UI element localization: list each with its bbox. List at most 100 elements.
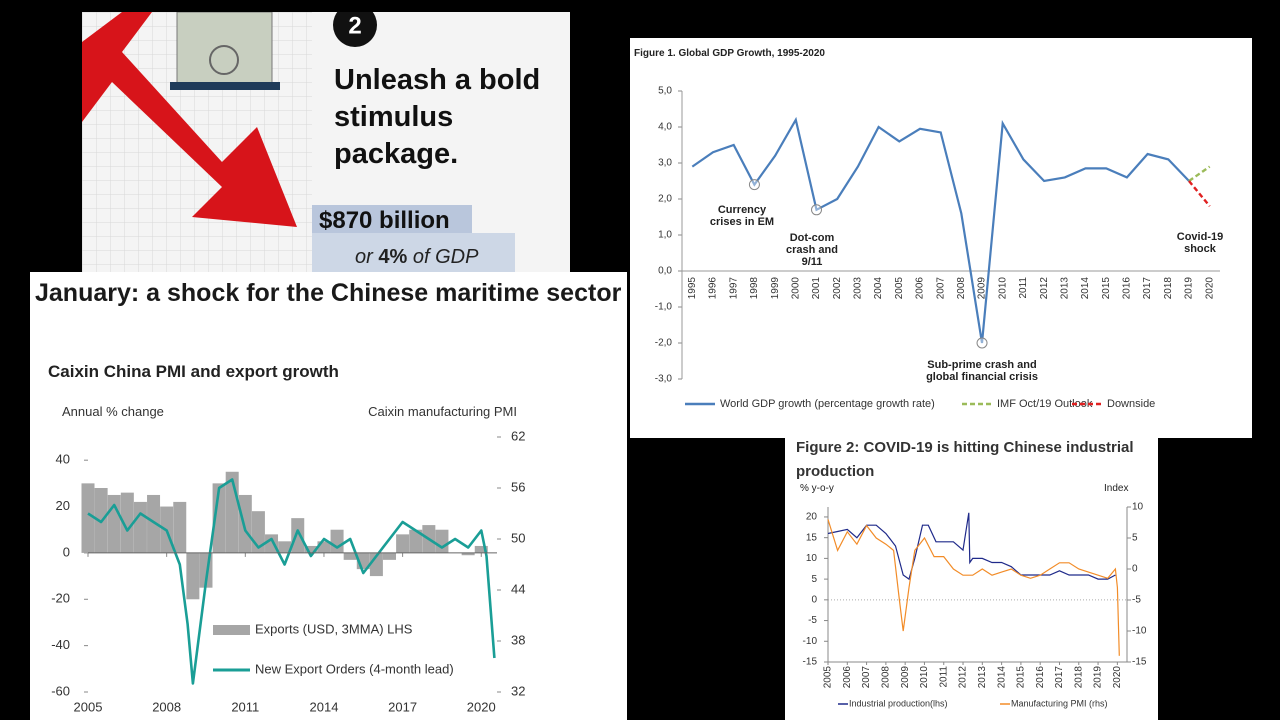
x-tick-label: 2017 [1142, 277, 1153, 300]
y2-tick-label: 5 [1132, 533, 1138, 544]
x-tick-label: 2005 [894, 277, 905, 300]
amount: $870 billion [319, 207, 450, 234]
bar [409, 529, 423, 553]
slot [170, 82, 280, 90]
y-tick-label: -10 [803, 636, 818, 647]
legend-label: Manufacturing PMI (rhs) [1011, 698, 1108, 708]
x-tick-label: 2008 [881, 666, 892, 689]
x-tick-label: 2008 [152, 699, 181, 714]
x-tick-label: 1998 [749, 277, 760, 300]
chart-panel: 5,0 4,0 3,0 2,0 1,0 0,0 -1,0 -2,0 -3,0 1995 1996 19… [630, 38, 1252, 438]
x-tick-label: 2013 [977, 666, 988, 689]
x-tick-label: 2004 [873, 277, 884, 300]
y-tick-label: -1,0 [655, 302, 673, 313]
y2-tick-label: 50 [511, 530, 525, 545]
y-tick-label: -5 [808, 615, 817, 626]
x-tick-label: 2013 [1059, 277, 1070, 300]
x-tick-label: 2020 [1204, 277, 1215, 300]
line [1188, 165, 1211, 182]
y-tick-label: -40 [51, 637, 70, 652]
x-tick-label: 2019 [1184, 277, 1195, 300]
bar [330, 529, 344, 553]
bar [120, 492, 134, 553]
y-tick-label: -20 [51, 591, 70, 606]
y-tick-label: 2,0 [658, 194, 672, 205]
y-tick-label: 0,0 [658, 266, 672, 277]
y-tick-label: 5 [811, 574, 817, 585]
y2-tick-label: -15 [1132, 657, 1147, 668]
y2-tick-label: 62 [511, 428, 525, 443]
line [827, 512, 1116, 581]
y-tick-label: 1,0 [658, 230, 672, 241]
y-tick-label: 5,0 [658, 86, 672, 97]
legend-label: New Export Orders (4-month lead) [255, 661, 454, 676]
share: or 4% of GDP [355, 246, 478, 269]
x-tick-label: 2005 [74, 699, 103, 714]
y-tick-label: 15 [806, 532, 818, 543]
x-tick-label: 2006 [842, 666, 853, 689]
annotation: Sub-prime crash and global financial cri… [926, 359, 1038, 383]
legend-label: Downside [1107, 398, 1155, 410]
bar [265, 534, 279, 553]
y2-tick-label: 44 [511, 581, 525, 596]
bar [435, 529, 449, 553]
x-tick-label: 1996 [708, 277, 719, 300]
y2-tick-label: 38 [511, 632, 525, 647]
x-tick-label: 1999 [770, 277, 781, 300]
headline: Unleash a bold stimulus package. [334, 64, 541, 170]
x-tick-label: 2018 [1163, 277, 1174, 300]
x-tick-label: 2002 [832, 277, 843, 300]
x-tick-label: 2014 [996, 666, 1007, 689]
x-tick-label: 2007 [861, 666, 872, 689]
legend-label: World GDP growth (percentage growth rate… [720, 398, 935, 410]
red-arrow [82, 12, 297, 227]
x-tick-label: 2020 [1112, 666, 1123, 689]
chart-subtitle: Caixin China PMI and export growth [48, 362, 339, 381]
x-tick-label: 2019 [1093, 666, 1104, 689]
chart-title: Figure 2: COVID-19 is hitting Chinese in… [796, 439, 1134, 480]
y-axis-label: Annual % change [62, 404, 164, 419]
y2-tick-label: 10 [1132, 502, 1144, 513]
x-tick-label: 2001 [811, 277, 822, 300]
y-tick-label: -3,0 [655, 374, 673, 385]
chart: 40 20 0 -20 -40 -60 62 56 50 44 38 32 2005 2008 2011 20… [51, 428, 525, 714]
x-tick-label: 2011 [231, 699, 259, 714]
chart-panel: 20 15 10 5 0 -5 -10 -15 10 5 0 -5 -10 -15 2005 2006 2007… [785, 432, 1158, 720]
point-marker [976, 337, 988, 349]
x-tick-label: 2009 [977, 277, 988, 300]
x-tick-label: 2011 [1018, 277, 1029, 299]
chart-title: Figure 1. Global GDP Growth, 1995-2020 [634, 48, 825, 59]
point-marker [748, 179, 760, 191]
bar [81, 483, 95, 553]
bar [147, 494, 161, 553]
infographic: 2 Unleash a bold stimulus package. $870 … [82, 12, 570, 274]
y2-tick-label: 0 [1132, 564, 1138, 575]
x-tick-label: 2016 [1035, 666, 1046, 689]
x-tick-label: 2020 [467, 699, 496, 714]
legend-label: IMF Oct/19 Outlook [997, 398, 1093, 410]
x-tick-label: 2008 [956, 277, 967, 300]
share-prefix: or [355, 246, 373, 268]
legend-label: Industrial production(lhs) [849, 698, 948, 708]
annotation: Covid-19 shock [1176, 231, 1224, 255]
x-tick-label: 2012 [958, 666, 969, 689]
x-tick-label: 1997 [728, 277, 739, 300]
x-tick-label: 2014 [1080, 277, 1091, 300]
bar [461, 552, 475, 556]
annotation: Currency crises in EM [709, 204, 775, 228]
y2-tick-label: -10 [1132, 626, 1147, 637]
bar [474, 545, 488, 553]
y-tick-label: 4,0 [658, 122, 672, 133]
x-tick-label: 2003 [853, 277, 864, 300]
share-box [312, 233, 515, 272]
bar [133, 501, 147, 553]
bar [317, 541, 331, 553]
y2-axis-label: Caixin manufacturing PMI [368, 404, 517, 419]
bill-seal [209, 45, 239, 75]
bar [304, 545, 318, 553]
share-value: 4% [378, 246, 408, 268]
bar [238, 494, 252, 553]
bar [186, 552, 200, 600]
x-tick-label: 2000 [790, 277, 801, 300]
